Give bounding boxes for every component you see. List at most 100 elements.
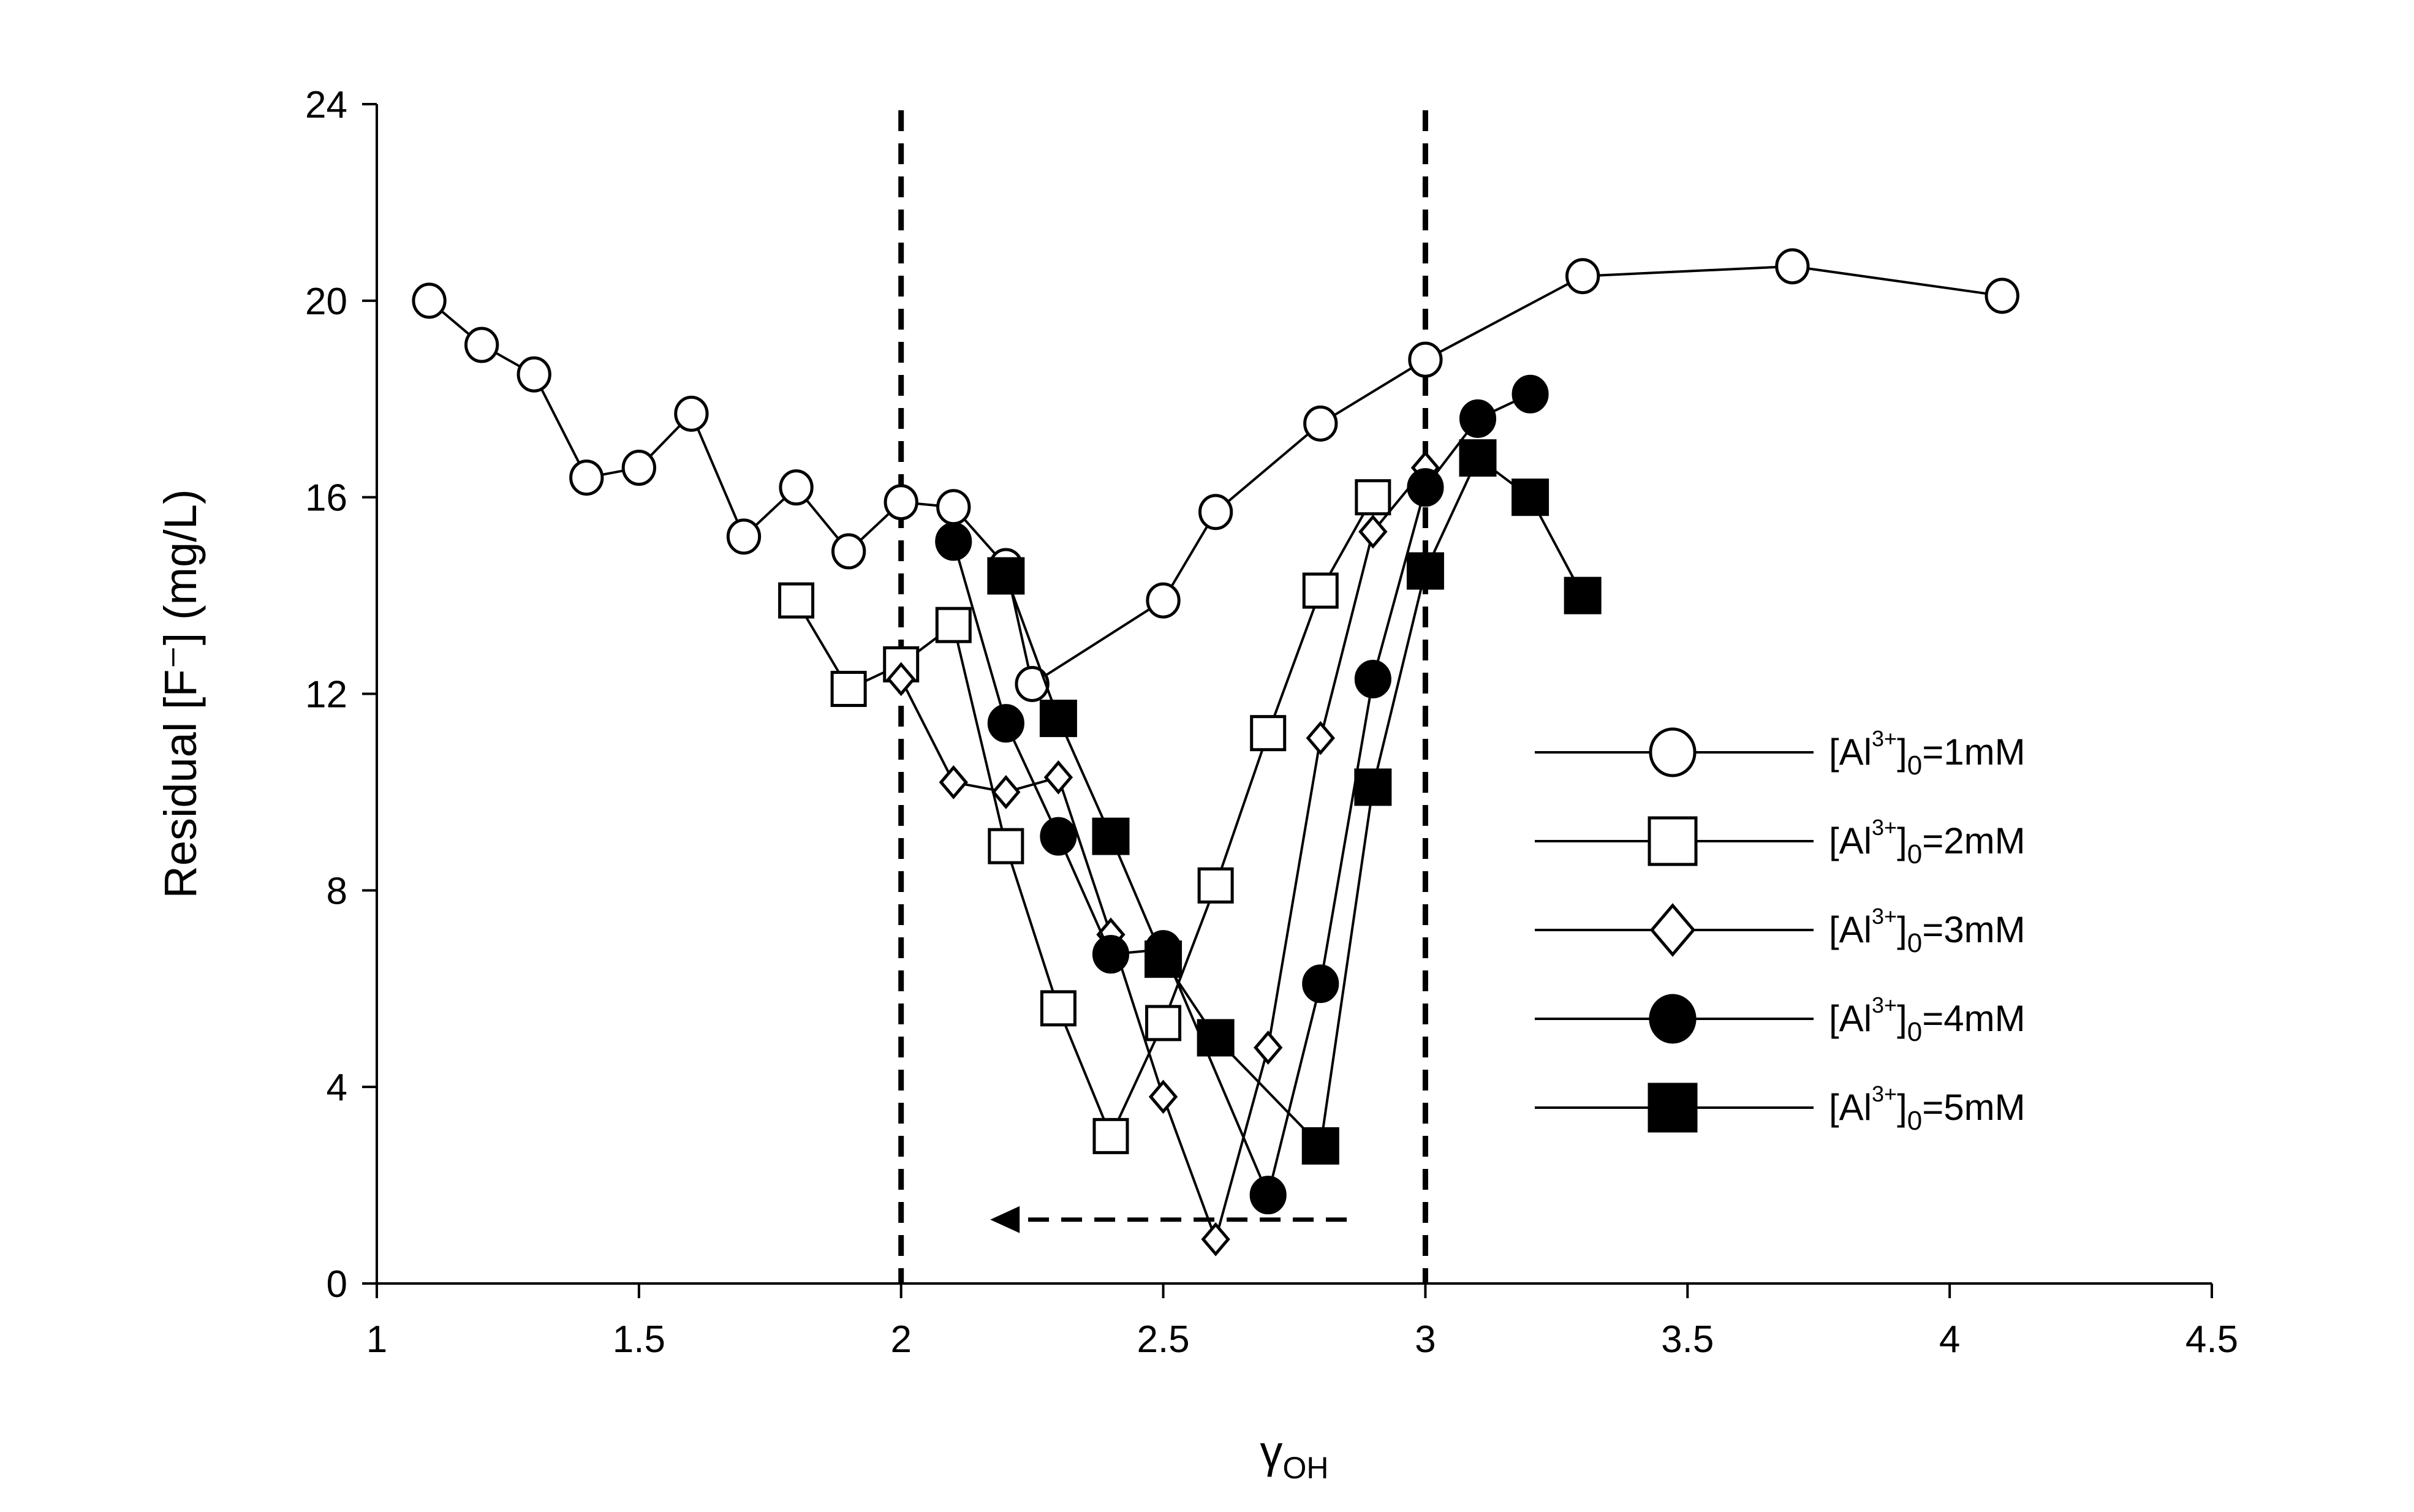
data-point: [1249, 1176, 1287, 1215]
data-point: [778, 582, 815, 619]
data-point: [988, 828, 1024, 864]
data-point: [935, 522, 972, 561]
data-point: [1358, 514, 1388, 549]
legend-label-sup: 3+: [1872, 992, 1897, 1018]
data-point: [1250, 715, 1287, 752]
series-1: [412, 248, 2019, 702]
legend-item-1: [Al3+]0=1mM: [1535, 726, 2026, 781]
data-point: [779, 469, 814, 506]
legend-label: [Al3+]0=5mM: [1829, 1081, 2026, 1136]
x-axis-title-main: γ: [1260, 1426, 1283, 1477]
y-tick-label: 8: [327, 870, 347, 912]
data-point: [1564, 576, 1602, 614]
data-point: [1302, 964, 1339, 1004]
legend-marker: [1649, 994, 1697, 1044]
x-tick-label: 1.5: [613, 1318, 665, 1361]
data-point: [1201, 1222, 1230, 1257]
data-point: [830, 670, 867, 707]
data-point: [1302, 572, 1339, 609]
legend-label-pre: [Al: [1829, 1087, 1872, 1128]
data-point: [1145, 1005, 1182, 1041]
series-line: [1004, 456, 1584, 1149]
data-point: [1145, 940, 1182, 978]
data-point: [1092, 935, 1130, 974]
data-point: [674, 395, 709, 432]
legend-label: [Al3+]0=4mM: [1829, 992, 2026, 1047]
legend-label-mid: ]: [1897, 1087, 1907, 1128]
legend-label-pre: [Al: [1829, 731, 1872, 773]
series-line: [428, 265, 2002, 686]
data-point: [1306, 720, 1335, 755]
x-tick-label: 3.5: [1661, 1318, 1714, 1361]
legend-label-sup: 3+: [1872, 726, 1897, 751]
data-point: [1354, 659, 1391, 698]
x-tick-label: 2.5: [1137, 1318, 1189, 1361]
legend-label: [Al3+]0=2mM: [1829, 815, 2026, 869]
data-point: [1406, 552, 1444, 590]
y-tick-label: 20: [305, 281, 347, 323]
legend-marker: [1648, 1083, 1698, 1133]
y-tick-label: 24: [305, 84, 347, 126]
data-point: [1408, 341, 1443, 378]
data-point: [1303, 405, 1338, 442]
legend-label-sup: 3+: [1872, 1081, 1897, 1106]
reference-lines: [898, 110, 1428, 1283]
data-point: [621, 450, 657, 486]
data-point: [1254, 1030, 1283, 1065]
data-point: [726, 518, 762, 555]
data-point: [1092, 817, 1130, 855]
legend-label-pre: [Al: [1829, 909, 1872, 950]
data-point: [1512, 478, 1549, 516]
y-tick-label: 4: [327, 1067, 347, 1109]
series-2: [778, 479, 1391, 1154]
legend-label-sub: 0: [1907, 1106, 1922, 1136]
data-point: [987, 557, 1025, 595]
legend-label-mid: ]: [1897, 820, 1907, 861]
legend-label: [Al3+]0=1mM: [1829, 726, 2026, 781]
data-point: [935, 607, 972, 643]
data-point: [1407, 468, 1444, 507]
x-tick-label: 4.5: [2185, 1318, 2238, 1361]
data-point: [1459, 439, 1497, 477]
y-tick-label: 12: [305, 674, 347, 716]
data-point: [1512, 374, 1549, 414]
legend-label-post: =2mM: [1922, 820, 2025, 861]
data-point: [1197, 1019, 1235, 1057]
legend-label-post: =1mM: [1922, 731, 2025, 773]
data-point: [883, 484, 918, 521]
legend: [Al3+]0=1mM[Al3+]0=2mM[Al3+]0=3mM[Al3+]0…: [1535, 726, 2026, 1136]
legend-marker: [1649, 903, 1696, 957]
x-axis-title-subscript: OH: [1283, 1451, 1329, 1485]
data-point: [1092, 1117, 1129, 1154]
data-point: [1775, 248, 1810, 285]
series-line: [952, 393, 1531, 1199]
data-point: [569, 459, 604, 496]
data-point: [991, 775, 1021, 809]
legend-marker: [1648, 816, 1698, 866]
axes: 1 1.5 2 2.5 3 3.5 4 4.5 0 4 8 12 16 20 24: [305, 84, 2238, 1361]
data-point: [1039, 700, 1077, 738]
data-point: [412, 282, 447, 319]
legend-item-5: [Al3+]0=5mM: [1535, 1081, 2026, 1136]
data-point: [1197, 867, 1234, 904]
y-tick-label: 16: [305, 477, 347, 520]
series-layer: [412, 248, 2019, 1257]
data-point: [1301, 1127, 1339, 1165]
data-point: [1355, 479, 1391, 516]
legend-label-pre: [Al: [1829, 820, 1872, 861]
legend-label-sub: 0: [1907, 928, 1922, 958]
y-tick-label: 0: [327, 1263, 347, 1306]
data-point: [1043, 760, 1073, 795]
data-point: [1565, 258, 1600, 295]
series-line: [795, 496, 1374, 1140]
x-tick-label: 1: [366, 1318, 387, 1361]
legend-label-sub: 0: [1907, 750, 1922, 781]
legend-label-mid: ]: [1897, 909, 1907, 950]
legend-label-sub: 0: [1907, 1017, 1922, 1047]
data-point: [887, 662, 916, 697]
legend-label: [Al3+]0=3mM: [1829, 904, 2026, 958]
x-tick-label: 2: [890, 1318, 911, 1361]
series-3: [887, 450, 1440, 1257]
legend-item-3: [Al3+]0=3mM: [1535, 903, 2026, 958]
dashed-arrow-head: [990, 1206, 1020, 1233]
